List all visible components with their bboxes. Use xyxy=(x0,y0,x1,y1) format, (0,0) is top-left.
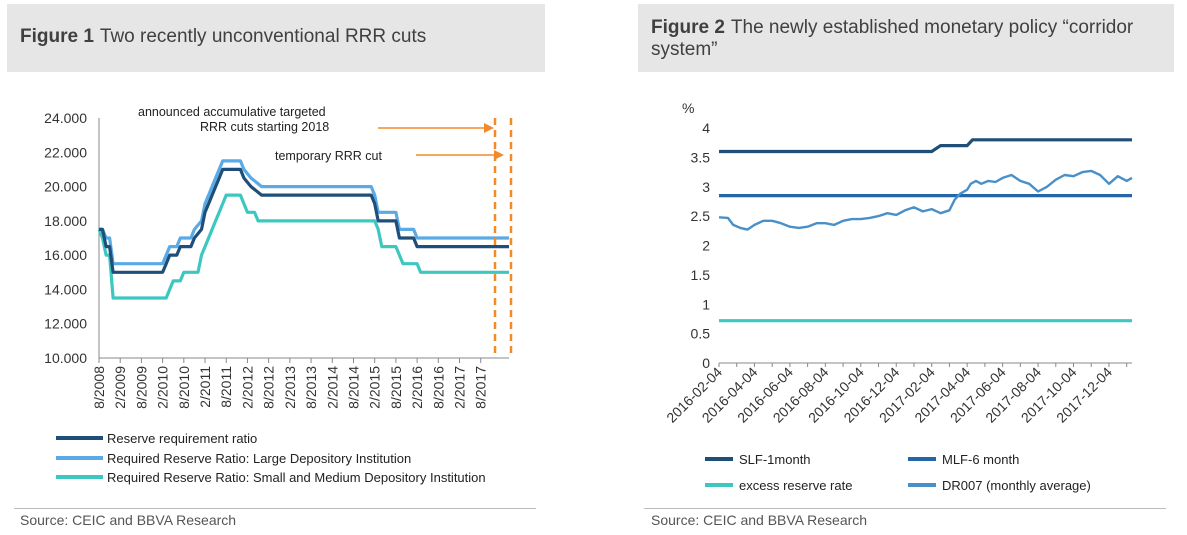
y-tick-label: 22.000 xyxy=(44,144,87,160)
figure2-source-rule xyxy=(644,508,1166,509)
x-tick-label: 8/2009 xyxy=(133,366,149,409)
figure1-title-box: Figure 1 Two recently unconventional RRR … xyxy=(7,4,545,72)
y-tick-label: 18.000 xyxy=(44,213,87,229)
targeted-cuts-arrowhead xyxy=(484,123,494,133)
y-tick-label: 3.5 xyxy=(691,149,711,165)
figure2-title: Figure 2 The newly established monetary p… xyxy=(651,17,1161,61)
figure2-legend: SLF-1month MLF-6 month excess reserve rate… xyxy=(705,452,1091,493)
legend-label: Reserve requirement ratio xyxy=(107,431,257,446)
y-tick-label: 0.5 xyxy=(691,326,711,342)
figure2-title-text: The newly established monetary policy “c… xyxy=(651,17,1134,60)
y-tick-label: 14.000 xyxy=(44,281,87,297)
y-tick-label: 24.000 xyxy=(44,110,87,126)
x-tick-label: 2/2009 xyxy=(112,366,128,409)
x-tick-label: 8/2015 xyxy=(388,366,404,409)
x-tick-label: 2/2015 xyxy=(367,366,383,409)
legend-label: Required Reserve Ratio: Large Depository… xyxy=(107,451,411,466)
x-tick-label: 8/2012 xyxy=(261,366,277,409)
x-tick-label: 8/2008 xyxy=(91,366,107,409)
annotation-targeted-cuts-line1: announced accumulative targeted xyxy=(138,105,326,119)
figure2-series xyxy=(718,138,1133,323)
y-tick-label: 2 xyxy=(702,238,710,254)
figure1-label: Figure 1 xyxy=(20,26,94,47)
series-line-large-institution xyxy=(99,159,509,266)
y-tick-label: 1 xyxy=(702,296,710,312)
x-tick-label: 8/2016 xyxy=(430,366,446,409)
y-tick-label: 4 xyxy=(702,120,710,136)
annotation-temporary-cut: temporary RRR cut xyxy=(275,149,382,163)
figure1-chart: 10.000 12.000 14.000 16.000 18.000 20.000 22.0… xyxy=(44,105,513,485)
x-tick-label: 2/2013 xyxy=(282,366,298,409)
temporary-cut-arrowhead xyxy=(494,150,504,160)
y-tick-label: 2.5 xyxy=(691,208,711,224)
figure1-axes: 10.000 12.000 14.000 16.000 18.000 20.000 22.0… xyxy=(44,110,509,409)
figure1-panel: Figure 1 Two recently unconventional RRR … xyxy=(0,0,560,535)
x-tick-label: 8/2017 xyxy=(473,366,489,409)
legend-label: DR007 (monthly average) xyxy=(942,478,1091,493)
y-tick-label: 20.000 xyxy=(44,179,87,195)
x-tick-label: 2/2010 xyxy=(155,366,171,409)
figure2-title-box: Figure 2 The newly established monetary p… xyxy=(638,4,1174,72)
x-tick-label: 2/2016 xyxy=(409,366,425,409)
y-axis-unit-label: % xyxy=(682,100,694,116)
series-line-dr007 xyxy=(718,169,1133,231)
series-line-slf-1month xyxy=(719,138,1132,154)
figure1-source-rule xyxy=(14,508,536,509)
figure2-label: Figure 2 xyxy=(651,17,725,38)
y-tick-label: 3 xyxy=(702,179,710,195)
y-tick-label: 16.000 xyxy=(44,247,87,263)
figure1-title-text: Two recently unconventional RRR cuts xyxy=(99,26,427,47)
y-tick-label: 10.000 xyxy=(44,350,87,366)
x-tick-label: 2/2011 xyxy=(197,366,213,408)
x-tick-label: 8/2014 xyxy=(345,366,361,409)
series-line-reserve-requirement-ratio xyxy=(99,167,509,274)
x-tick-label: 2/2014 xyxy=(324,366,340,409)
figure2-chart: % 00.511.522.533.542016-02-042016-04-042… xyxy=(663,100,1133,493)
figure2-source: Source: CEIC and BBVA Research xyxy=(651,512,868,528)
annotation-targeted-cuts-line2: RRR cuts starting 2018 xyxy=(200,120,329,134)
x-tick-label: 8/2010 xyxy=(176,366,192,409)
y-tick-label: 0 xyxy=(702,355,710,371)
figure1-source: Source: CEIC and BBVA Research xyxy=(20,512,237,528)
figure1-annotations: announced accumulative targeted RRR cuts… xyxy=(138,105,513,358)
legend-label: SLF-1month xyxy=(739,452,811,467)
x-tick-label: 8/2011 xyxy=(218,366,234,408)
figure1-title: Figure 1 Two recently unconventional RRR … xyxy=(20,26,426,48)
y-tick-label: 1.5 xyxy=(691,267,711,283)
figure1-series xyxy=(97,159,509,300)
series-line-small-medium-institution xyxy=(97,193,509,300)
x-tick-label: 8/2013 xyxy=(303,366,319,409)
figure2-panel: Figure 2 The newly established monetary p… xyxy=(632,0,1187,535)
legend-label: excess reserve rate xyxy=(739,478,852,493)
x-tick-label: 2/2012 xyxy=(239,366,255,409)
figure2-axes: 00.511.522.533.542016-02-042016-04-04201… xyxy=(663,120,1132,426)
figure1-legend: Reserve requirement ratio Required Reserv… xyxy=(56,431,486,485)
y-tick-label: 12.000 xyxy=(44,316,87,332)
x-tick-label: 2/2017 xyxy=(452,366,468,409)
legend-label: MLF-6 month xyxy=(942,452,1019,467)
legend-label: Required Reserve Ratio: Small and Medium… xyxy=(107,470,486,485)
